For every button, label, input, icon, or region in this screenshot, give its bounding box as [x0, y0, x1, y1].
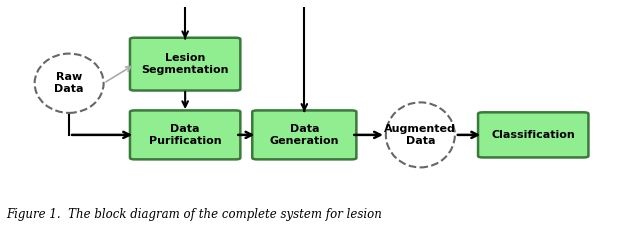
Text: Raw
Data: Raw Data	[54, 72, 84, 94]
FancyBboxPatch shape	[130, 38, 241, 90]
Text: Lesion
Segmentation: Lesion Segmentation	[141, 53, 229, 75]
FancyBboxPatch shape	[130, 110, 241, 159]
Ellipse shape	[35, 54, 104, 113]
FancyBboxPatch shape	[478, 112, 588, 158]
Text: Augmented
Data: Augmented Data	[385, 124, 456, 146]
Text: Figure 1.  The block diagram of the complete system for lesion: Figure 1. The block diagram of the compl…	[6, 207, 382, 220]
Text: Data
Generation: Data Generation	[269, 124, 339, 146]
Text: Data
Purification: Data Purification	[149, 124, 221, 146]
FancyBboxPatch shape	[252, 110, 356, 159]
Ellipse shape	[386, 102, 455, 167]
Text: Classification: Classification	[492, 130, 575, 140]
